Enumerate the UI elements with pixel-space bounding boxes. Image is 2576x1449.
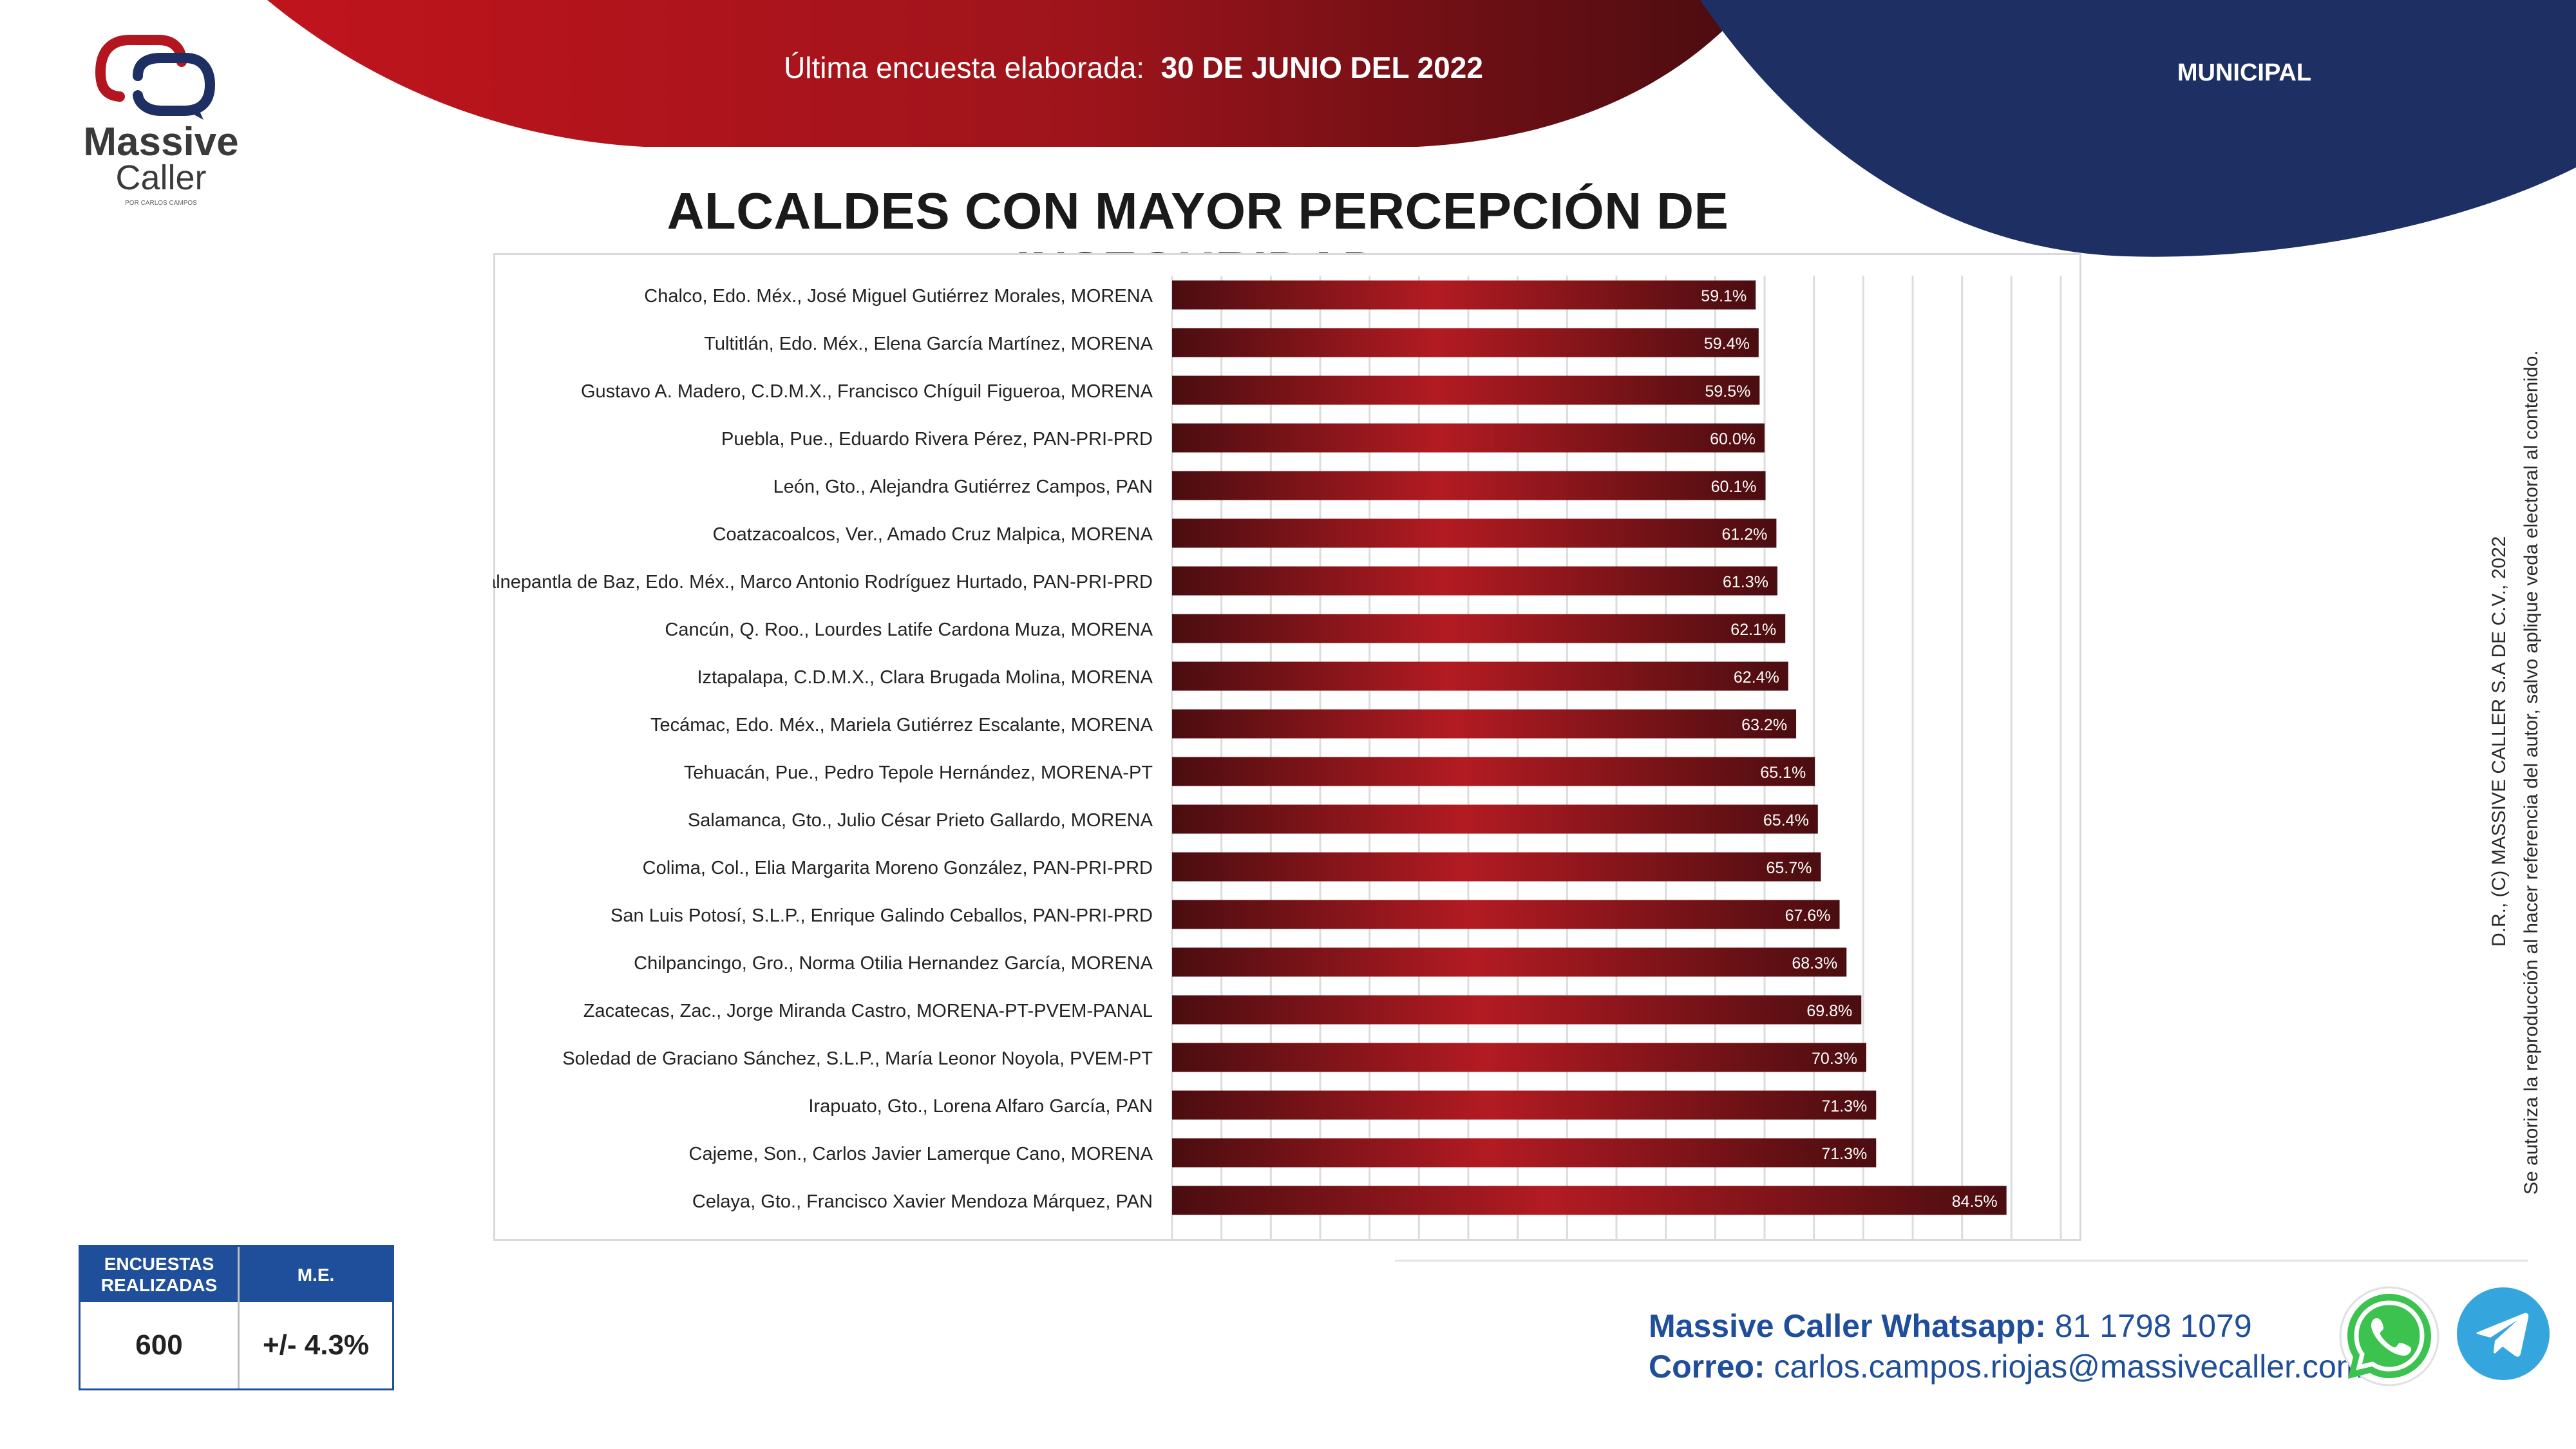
- category-label: Cancún, Q. Roo., Lourdes Latife Cardona …: [665, 620, 1153, 640]
- category-label: Chilpancingo, Gro., Norma Otilia Hernand…: [634, 953, 1153, 974]
- category-label: Coatzacoalcos, Ver., Amado Cruz Malpica,…: [713, 524, 1153, 545]
- bar-chart: Chalco, Edo. Méx., José Miguel Gutiérrez…: [493, 276, 2062, 1241]
- value-label: 59.5%: [1705, 383, 1750, 401]
- value-label: 71.3%: [1821, 1145, 1867, 1163]
- email-contact: Correo: carlos.campos.riojas@massivecall…: [1649, 1348, 2363, 1385]
- value-label: 61.3%: [1723, 573, 1768, 591]
- category-label: Celaya, Gto., Francisco Xavier Mendoza M…: [692, 1191, 1153, 1212]
- bar: [1172, 566, 1777, 596]
- bar: [1172, 661, 1788, 691]
- email-address[interactable]: carlos.campos.riojas@massivecaller.com: [1774, 1349, 2363, 1385]
- category-label: Zacatecas, Zac., Jorge Miranda Castro, M…: [583, 1001, 1153, 1021]
- stats-table-header: ENCUESTAS REALIZADAS M.E.: [80, 1247, 392, 1302]
- bar: [1172, 995, 1862, 1025]
- survey-date-header: Última encuesta elaborada: 30 DE JUNIO D…: [747, 50, 1520, 85]
- surveys-value: 600: [135, 1329, 183, 1361]
- category-label: Tehuacán, Pue., Pedro Tepole Hernández, …: [684, 762, 1153, 783]
- category-label: Salamanca, Gto., Julio César Prieto Gall…: [688, 810, 1153, 831]
- chart-frame: [493, 253, 2081, 1241]
- stats-table: ENCUESTAS REALIZADAS M.E. 600 +/- 4.3%: [79, 1245, 394, 1390]
- logo-text-caller: Caller: [115, 158, 207, 197]
- whatsapp-contact: Massive Caller Whatsapp: 81 1798 1079: [1649, 1307, 2252, 1345]
- value-label: 65.7%: [1766, 859, 1812, 877]
- me-header: M.E.: [297, 1264, 335, 1285]
- bar: [1172, 1186, 2007, 1215]
- whatsapp-label: Massive Caller Whatsapp:: [1649, 1308, 2046, 1344]
- category-label: León, Gto., Alejandra Gutiérrez Campos, …: [773, 477, 1153, 497]
- category-label: Tlalnepantla de Baz, Edo. Méx., Marco An…: [493, 572, 1153, 592]
- category-label: Cajeme, Son., Carlos Javier Lamerque Can…: [689, 1144, 1153, 1164]
- category-label: Chalco, Edo. Méx., José Miguel Gutiérrez…: [644, 286, 1153, 307]
- bar: [1172, 1043, 1866, 1072]
- bar: [1172, 518, 1777, 548]
- contact-divider: [1395, 1260, 2528, 1262]
- logo-text-massive: Massive: [83, 120, 239, 164]
- bar: [1172, 614, 1786, 643]
- bar: [1172, 852, 1821, 882]
- me-value: +/- 4.3%: [262, 1329, 370, 1361]
- value-label: 60.1%: [1711, 478, 1757, 496]
- copyright-note: D.R., (C) MASSIVE CALLER S.A DE C.V., 20…: [2460, 187, 2563, 1198]
- bar: [1172, 947, 1847, 977]
- category-label: Gustavo A. Madero, C.D.M.X., Francisco C…: [581, 381, 1153, 402]
- bar: [1172, 900, 1840, 929]
- value-label: 65.4%: [1763, 811, 1809, 829]
- value-label: 61.2%: [1722, 526, 1768, 544]
- header-red-band: [267, 0, 1752, 147]
- category-label: Irapuato, Gto., Lorena Alfaro García, PA…: [808, 1096, 1153, 1117]
- value-label: 67.6%: [1785, 907, 1831, 925]
- value-label: 59.4%: [1704, 335, 1750, 353]
- massive-caller-logo-icon: [95, 35, 216, 120]
- value-label: 63.2%: [1741, 716, 1787, 734]
- whatsapp-number[interactable]: 81 1798 1079: [2054, 1308, 2252, 1344]
- bar: [1172, 375, 1760, 405]
- value-label: 59.1%: [1701, 287, 1747, 305]
- surveys-header: ENCUESTAS REALIZADAS: [100, 1254, 218, 1295]
- category-label: Puebla, Pue., Eduardo Rivera Pérez, PAN-…: [721, 429, 1153, 450]
- copyright-line2: Se autoriza la reproducción al hacer ref…: [2521, 350, 2542, 1195]
- bar: [1172, 804, 1818, 834]
- email-label: Correo:: [1649, 1349, 1765, 1385]
- survey-date: 30 DE JUNIO DEL 2022: [1160, 51, 1483, 84]
- bar: [1172, 328, 1759, 357]
- logo-text-byline: POR CARLOS CAMPOS: [125, 200, 197, 207]
- value-label: 69.8%: [1806, 1002, 1852, 1020]
- value-label: 68.3%: [1792, 954, 1837, 972]
- bar: [1172, 471, 1766, 500]
- value-label: 71.3%: [1821, 1097, 1867, 1115]
- category-label: Tecámac, Edo. Méx., Mariela Gutiérrez Es…: [650, 715, 1153, 735]
- bar: [1172, 1090, 1877, 1120]
- bar: [1172, 757, 1815, 786]
- whatsapp-icon[interactable]: [2338, 1285, 2441, 1388]
- category-label: San Luis Potosí, S.L.P., Enrique Galindo…: [611, 905, 1153, 926]
- section-label: MUNICIPAL: [2177, 59, 2312, 86]
- bar: [1172, 423, 1765, 453]
- value-label: 62.4%: [1734, 668, 1779, 687]
- category-label: Iztapalapa, C.D.M.X., Clara Brugada Moli…: [697, 667, 1153, 688]
- value-label: 70.3%: [1812, 1050, 1857, 1068]
- bar: [1172, 1138, 1877, 1168]
- copyright-line1: D.R., (C) MASSIVE CALLER S.A DE C.V., 20…: [2488, 536, 2510, 947]
- bar: [1172, 709, 1797, 739]
- stats-divider: [238, 1247, 240, 1388]
- header-navy-band: [1700, 0, 2576, 257]
- value-label: 62.1%: [1730, 621, 1776, 639]
- value-label: 84.5%: [1952, 1193, 1998, 1211]
- value-label: 60.0%: [1710, 430, 1756, 448]
- bar: [1172, 280, 1756, 310]
- value-label: 65.1%: [1760, 764, 1806, 782]
- massive-caller-logo: Massive Caller POR CARLOS CAMPOS: [77, 26, 245, 207]
- category-label: Colima, Col., Elia Margarita Moreno Gonz…: [643, 858, 1153, 878]
- telegram-icon[interactable]: [2456, 1287, 2550, 1381]
- category-label: Soledad de Graciano Sánchez, S.L.P., Mar…: [562, 1048, 1153, 1069]
- category-label: Tultitlán, Edo. Méx., Elena García Martí…: [704, 334, 1153, 354]
- survey-label: Última encuesta elaborada:: [784, 51, 1145, 84]
